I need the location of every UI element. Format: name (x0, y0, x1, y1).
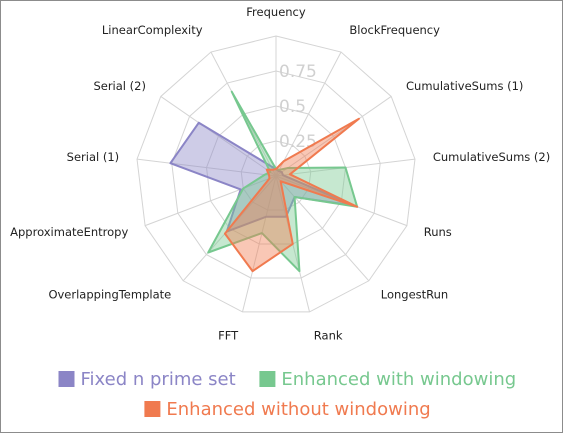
axis-spoke (136, 158, 277, 177)
legend: Fixed n prime set Enhanced with windowing… (58, 369, 516, 420)
axis-label: Runs (424, 225, 452, 239)
axis-spoke (144, 175, 277, 227)
axis-spoke (160, 96, 277, 177)
axis-label: BlockFrequency (349, 23, 440, 37)
axis-spoke (275, 175, 370, 282)
axis-spoke (275, 51, 342, 177)
series-3-area (223, 117, 360, 273)
axis-label: Rank (314, 328, 343, 342)
grid-ring (205, 105, 347, 245)
axis-spoke (242, 175, 277, 313)
axis-label: LongestRun (381, 287, 448, 301)
axis-label: CumulativeSums (1) (406, 79, 523, 93)
grid-ring (240, 140, 312, 211)
tick-label: 0.75 (279, 62, 317, 82)
axis-label: ApproximateEntropy (10, 225, 128, 239)
tick-label: 0.5 (279, 97, 306, 117)
legend-label: Enhanced with windowing (281, 369, 516, 390)
legend-label: Fixed n prime set (81, 369, 236, 390)
axis-label: Serial (2) (93, 79, 146, 93)
legend-label: Enhanced without windowing (166, 399, 430, 420)
legend-swatch (259, 371, 276, 387)
grid-ring (136, 35, 416, 313)
axis-label: Serial (1) (67, 150, 120, 164)
axis-label: OverlappingTemplate (48, 287, 171, 301)
axis-label: CumulativeSums (2) (433, 150, 550, 164)
axis-label: LinearComplexity (102, 23, 203, 37)
axis-label: Frequency (246, 5, 306, 19)
legend-swatch (58, 371, 75, 387)
axis-label: FFT (218, 328, 239, 342)
legend-swatch (144, 401, 161, 417)
grid-ring (171, 70, 381, 279)
axis-spoke (275, 96, 392, 177)
